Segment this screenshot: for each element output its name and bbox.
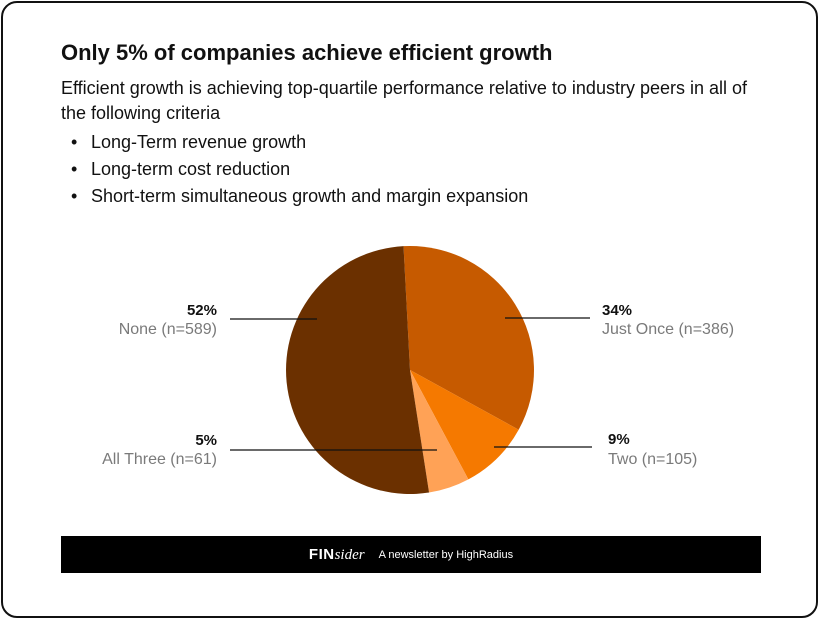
logo-sider: sider: [334, 546, 365, 563]
slice-label-just-once: Just Once (n=386): [602, 321, 734, 338]
criteria-item: • Long-term cost reduction: [61, 156, 528, 183]
criteria-text: Long-Term revenue growth: [91, 132, 307, 152]
footer-tagline: A newsletter by HighRadius: [378, 548, 514, 561]
pie-slice-all-three: [410, 370, 469, 493]
bullet-glyph: •: [71, 159, 78, 179]
pie-slice-none: [286, 246, 430, 494]
percent-label-all-three: 5%: [195, 432, 217, 449]
percent-label-none: 52%: [187, 302, 217, 319]
criteria-text: Long-term cost reduction: [91, 159, 291, 179]
percent-label-just-once: 34%: [602, 302, 632, 319]
bullet-glyph: •: [71, 186, 78, 206]
finsider-logo: FINsider: [309, 546, 365, 564]
pie-slice-just-once: [403, 246, 534, 430]
slice-label-all-three: All Three (n=61): [102, 451, 217, 468]
criteria-list: • Long-Term revenue growth • Long-term cos…: [61, 129, 528, 210]
footer-bar: FINsider A newsletter by HighRadius: [61, 536, 761, 573]
criteria-item: • Short-term simultaneous growth and marg…: [61, 183, 528, 210]
criteria-item: • Long-Term revenue growth: [61, 129, 528, 156]
criteria-text: Short-term simultaneous growth and margi…: [91, 186, 529, 206]
bullet-glyph: •: [71, 132, 78, 152]
chart-subtitle: Efficient growth is achieving top-quarti…: [61, 78, 748, 123]
pie-slice-two: [410, 370, 519, 480]
chart-title: Only 5% of companies achieve efficient g…: [61, 40, 553, 65]
percent-label-two: 9%: [608, 431, 630, 448]
slice-label-none: None (n=589): [119, 321, 217, 338]
logo-fin: FIN: [308, 545, 335, 563]
slice-label-two: Two (n=105): [608, 451, 697, 468]
